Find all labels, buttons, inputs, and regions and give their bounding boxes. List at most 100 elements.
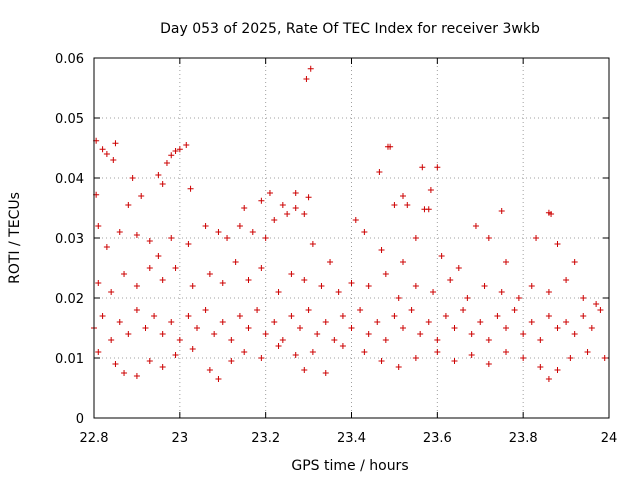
data-point [322,319,329,325]
data-point [563,319,570,325]
data-point [168,235,175,241]
data-point [438,253,445,259]
data-point [400,325,406,331]
data-point [125,331,132,337]
data-point [155,253,162,259]
data-point [545,376,552,382]
y-axis-label: ROTI / TECUs [7,192,23,284]
data-point [339,343,346,349]
data-points [91,65,608,382]
data-point [357,307,364,313]
data-point [548,211,555,217]
data-point [412,283,419,289]
data-point [206,367,213,373]
x-tick-label: 23.4 [337,431,366,446]
y-tick-label: 0.06 [55,52,84,67]
data-point [292,190,299,196]
data-point [155,172,162,178]
data-point [288,313,295,319]
data-point [365,331,372,337]
data-point [374,319,381,325]
data-point [503,325,509,331]
axis-ticks: 22.8 23 23.2 23.4 23.6 23.8 24 0 0.01 0.02 0.03 0.0… [55,52,617,446]
data-point [112,361,119,367]
data-point [309,349,316,355]
data-point [133,307,140,313]
data-point [266,190,273,196]
data-point [262,331,269,337]
data-point [515,295,522,301]
data-point [168,152,175,159]
data-point [121,370,128,376]
data-point [108,337,115,343]
data-point [108,289,115,295]
data-point [400,259,406,265]
data-point [275,343,282,349]
x-tick-label: 23.8 [509,431,538,446]
data-point [314,331,321,337]
data-point [245,325,252,331]
data-point [232,259,239,265]
data-point [215,376,222,382]
data-point [271,217,278,223]
data-point [442,313,449,319]
data-point [400,193,406,199]
data-point [258,197,265,204]
data-point [279,202,286,208]
data-point [99,146,106,153]
data-point [224,235,231,241]
data-point [481,283,488,289]
data-point [228,337,235,343]
data-point [301,277,308,283]
data-point [339,313,346,319]
data-point [125,202,132,208]
data-point [219,319,226,325]
data-point [485,361,492,367]
data-point [176,146,183,153]
data-point [545,289,552,295]
data-point [528,283,535,289]
data-point [404,202,411,208]
data-point [588,325,595,331]
data-point [455,265,462,271]
data-point [284,211,291,217]
data-point [382,337,389,343]
data-point [301,211,308,217]
data-point [279,337,286,343]
data-point [159,181,166,187]
data-point [567,355,574,361]
data-point [103,244,110,250]
data-point [563,277,570,283]
data-point [601,355,608,361]
data-point [477,319,484,325]
data-point [228,358,235,364]
data-point [571,259,578,265]
data-point [511,307,518,313]
x-tick-label: 22.8 [80,431,109,446]
data-point [427,187,434,193]
chart-title: Day 053 of 2025, Rate Of TEC Index for r… [160,21,540,37]
data-point [168,319,175,325]
data-point [172,148,179,154]
data-point [95,280,102,286]
data-point [498,208,505,214]
data-point [271,319,278,325]
data-point [288,271,295,277]
data-point [211,331,218,337]
data-point [103,151,110,157]
data-point [391,202,398,208]
data-point [301,367,308,373]
data-point [307,65,314,72]
data-point [275,289,282,295]
y-tick-label: 0.02 [55,292,84,307]
data-point [485,337,492,343]
data-point [322,370,329,376]
data-point [241,349,248,355]
data-point [545,313,552,319]
data-point [189,346,196,352]
data-point [183,142,190,148]
data-point [249,229,256,235]
data-point [464,295,471,301]
data-point [202,223,209,229]
data-point [412,355,419,361]
